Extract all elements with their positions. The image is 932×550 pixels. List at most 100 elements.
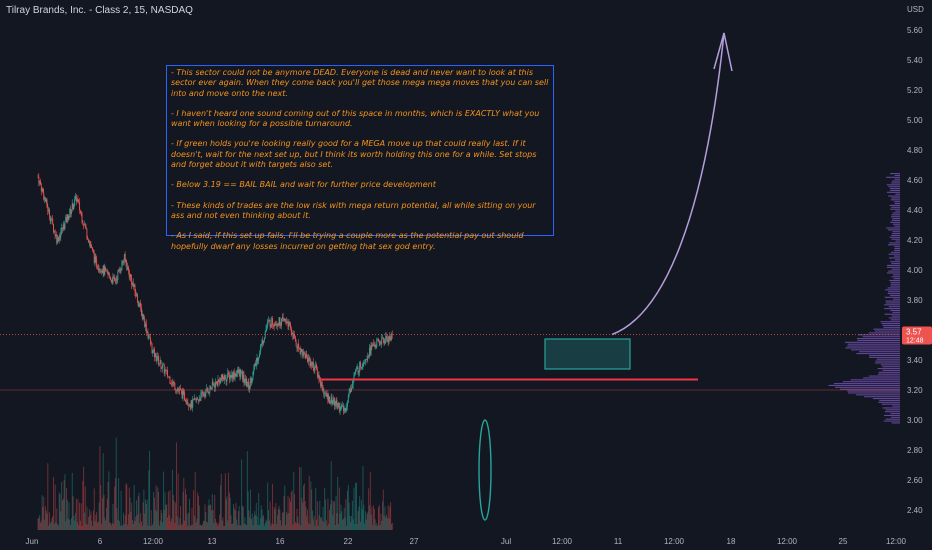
volume-bar <box>168 515 170 530</box>
volume-bar <box>320 517 322 530</box>
volume-profile-row <box>882 369 900 371</box>
volume-profile-row <box>890 294 900 296</box>
volume-bar <box>255 514 256 530</box>
candle-body <box>192 399 194 408</box>
volume-bar <box>122 525 124 530</box>
candle-body <box>242 374 244 380</box>
price-tick-label: 2.40 <box>907 506 923 515</box>
candle-body <box>332 402 334 405</box>
time-tick-label: 12:00 <box>552 537 573 546</box>
candle-body <box>75 195 76 200</box>
volume-bar <box>266 521 268 530</box>
volume-bar <box>193 515 195 530</box>
candle-body <box>255 361 257 366</box>
time-axis[interactable]: Jun 6 12:00 13 16 22 27 Jul 12:00 11 12:00 18 12:00 2… <box>26 537 907 546</box>
volume-bar <box>124 515 126 530</box>
candle-body <box>338 403 340 412</box>
volume-profile-row <box>890 416 900 418</box>
candle-body <box>150 343 152 345</box>
volume-profile-row <box>891 206 900 208</box>
candle-body <box>180 388 182 390</box>
candle-body <box>145 323 147 333</box>
candle-body <box>62 227 63 229</box>
volume-profile-row <box>892 311 900 313</box>
volume-bar <box>148 470 150 530</box>
candle-body <box>40 184 42 192</box>
volume-bar <box>173 500 175 530</box>
volume-profile-row <box>873 328 900 330</box>
volume-bar <box>233 508 235 530</box>
candle-body <box>218 379 220 381</box>
volume-bar <box>111 523 113 530</box>
candle-body <box>69 208 71 216</box>
candle-body <box>386 339 388 340</box>
volume-bar <box>284 485 286 530</box>
candle-body <box>212 381 214 385</box>
volume-bar <box>151 525 153 530</box>
volume-bar <box>158 525 160 530</box>
candle-body <box>283 318 285 321</box>
price-tick-label: 2.80 <box>907 446 923 455</box>
volume-bar <box>378 505 380 530</box>
volume-bar <box>279 509 281 530</box>
candle-body <box>237 369 239 373</box>
price-tick-label: 4.20 <box>907 236 923 245</box>
volume-bar <box>88 509 90 530</box>
volume-bar <box>55 522 57 530</box>
candle-body <box>390 336 392 340</box>
volume-bar <box>104 517 106 530</box>
volume-profile-row <box>894 203 900 205</box>
volume-profile-row <box>893 255 900 257</box>
volume-bar <box>53 476 54 530</box>
volume-bar <box>228 492 230 530</box>
volume-bar <box>98 502 100 530</box>
volume-bar <box>68 502 70 530</box>
volume-bar <box>307 523 309 530</box>
volume-profile-row <box>888 317 900 319</box>
annotation-textbox[interactable]: - This sector could not be anymore DEAD.… <box>166 65 554 251</box>
candle-body <box>380 342 382 345</box>
volume-bar <box>95 514 97 530</box>
candle-body <box>291 332 293 335</box>
volume-profile-row <box>892 298 900 300</box>
price-axis[interactable]: 5.60 5.40 5.20 5.00 4.80 4.60 4.40 4.20 4.00 3.80… <box>902 26 932 515</box>
volume-bar <box>140 513 142 530</box>
volume-bar <box>57 524 59 530</box>
volume-profile-row <box>882 407 900 409</box>
volume-bar <box>177 473 179 530</box>
volume-bar <box>263 525 265 530</box>
volume-bar <box>294 494 296 530</box>
volume-bar <box>317 525 319 530</box>
candle-body <box>111 280 113 284</box>
candle-body <box>129 274 131 277</box>
volume-bar <box>206 521 208 530</box>
volume-profile-row <box>847 345 900 347</box>
volume-bar <box>46 513 48 530</box>
candle-body <box>236 372 238 377</box>
volume-bar <box>335 495 337 530</box>
candle-body <box>53 230 55 232</box>
volume-bar <box>342 518 344 530</box>
candle-body <box>182 390 184 399</box>
volume-profile-row <box>878 401 900 403</box>
projection-arc <box>611 32 725 336</box>
volume-bar <box>136 500 138 530</box>
volume-profile-row <box>888 306 900 308</box>
volume-profile-row <box>886 266 900 268</box>
volume-bar <box>101 523 103 530</box>
candle-body <box>246 378 247 387</box>
time-tick-label: 25 <box>839 537 848 546</box>
candle-body <box>263 340 265 344</box>
volume-profile-row <box>842 381 900 383</box>
volume-bar <box>178 525 180 530</box>
time-tick-label: 12:00 <box>777 537 798 546</box>
candle-body <box>189 405 191 408</box>
volume-bar <box>180 506 182 530</box>
candle-body <box>262 340 264 344</box>
candle-body <box>309 360 311 367</box>
volume-bar <box>312 510 313 530</box>
candle-body <box>121 261 123 270</box>
candle-body <box>155 352 157 361</box>
candle-body <box>140 303 142 308</box>
candle-body <box>299 349 301 354</box>
